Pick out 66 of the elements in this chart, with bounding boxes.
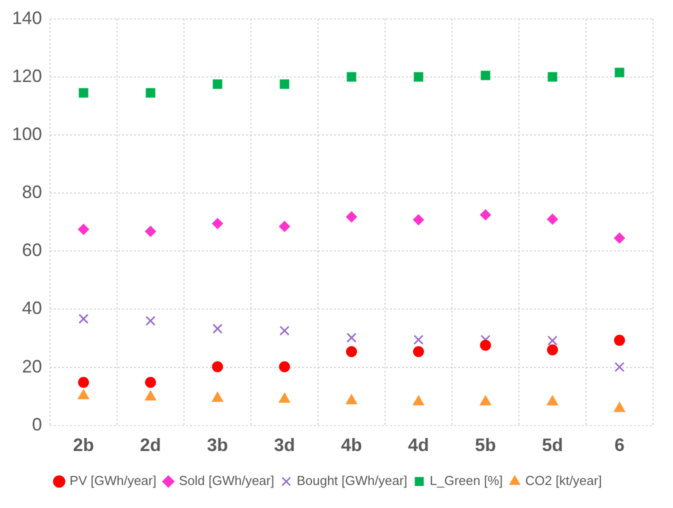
- x-tick-label: 2d: [140, 435, 162, 456]
- legend-label: CO2 [kt/year]: [525, 473, 602, 488]
- point: [413, 214, 424, 226]
- point: [413, 346, 424, 358]
- point: [78, 224, 90, 235]
- point: [547, 344, 558, 356]
- point: [280, 79, 290, 89]
- x-tick-label: 3b: [207, 435, 228, 456]
- point: [346, 72, 356, 82]
- y-tick-label: 60: [22, 240, 42, 260]
- y-tick-label: 100: [12, 124, 42, 144]
- y-tick-label: 80: [22, 182, 42, 202]
- legend-label: L_Green [%]: [430, 473, 503, 488]
- point: [145, 226, 156, 237]
- y-tick-label: 0: [32, 414, 42, 434]
- point: [146, 88, 156, 98]
- point: [146, 316, 156, 326]
- point: [279, 220, 290, 232]
- point: [78, 88, 88, 98]
- point: [548, 72, 558, 82]
- point: [614, 402, 626, 412]
- x-tick-label: 6: [614, 435, 625, 456]
- legend-label: Sold [GWh/year]: [178, 473, 274, 488]
- point: [414, 72, 424, 82]
- point: [346, 394, 358, 404]
- point: [144, 390, 156, 400]
- point: [414, 334, 424, 345]
- x-tick-label: 2b: [73, 435, 94, 456]
- point: [346, 332, 357, 343]
- point: [78, 389, 90, 400]
- x-tick-label: 5d: [542, 435, 564, 456]
- x-tick-label: 5b: [475, 435, 496, 456]
- point: [278, 392, 290, 403]
- x-tick-label: 4d: [408, 435, 430, 456]
- point: [412, 395, 424, 406]
- point: [212, 79, 222, 89]
- point: [614, 362, 624, 372]
- legend-label: PV [GWh/year]: [70, 473, 156, 488]
- point: [480, 395, 492, 406]
- point: [212, 218, 224, 230]
- x-tick-label: 3d: [274, 435, 296, 456]
- point: [614, 334, 625, 346]
- legend-label: Bought [GWh/year]: [296, 473, 408, 488]
- point: [78, 314, 89, 324]
- point: [280, 326, 290, 336]
- point: [548, 336, 558, 346]
- point: [346, 211, 358, 222]
- x-tick-label: 4b: [341, 435, 362, 456]
- y-tick-label: 120: [12, 66, 42, 86]
- point: [614, 68, 624, 78]
- point: [78, 376, 90, 388]
- point: [145, 376, 156, 388]
- point: [480, 340, 492, 351]
- point: [546, 395, 558, 406]
- point: [346, 346, 358, 358]
- point: [547, 214, 558, 225]
- point: [614, 232, 625, 244]
- point: [212, 392, 224, 402]
- point: [480, 70, 490, 80]
- point: [212, 361, 224, 372]
- y-tick-label: 20: [22, 356, 42, 376]
- point: [480, 209, 492, 220]
- point: [279, 361, 290, 372]
- point: [212, 324, 223, 334]
- y-tick-label: 140: [12, 8, 42, 28]
- y-tick-label: 40: [22, 298, 42, 318]
